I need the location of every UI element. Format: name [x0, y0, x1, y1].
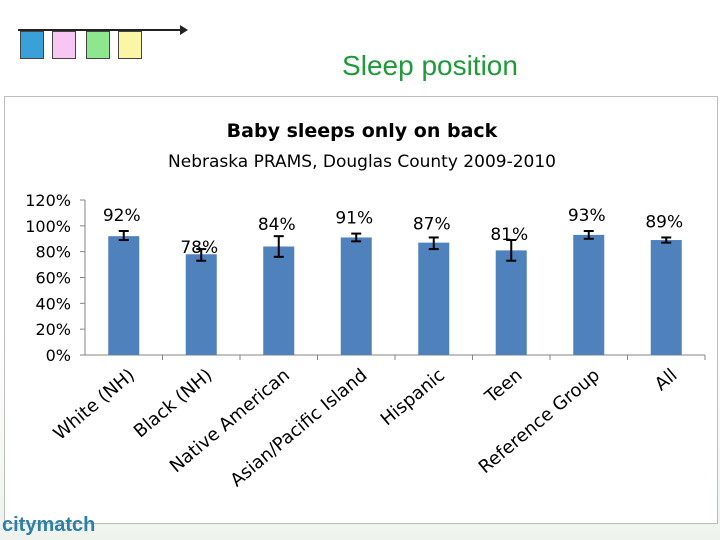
data-label: 91%: [335, 209, 373, 229]
y-tick-label: 0%: [46, 346, 71, 365]
x-tick-label: Hispanic: [377, 365, 449, 430]
chart-title: Baby sleeps only on back: [227, 120, 498, 142]
color-square: [118, 31, 142, 59]
y-tick-label: 100%: [25, 217, 71, 236]
title-decoration: [18, 25, 188, 35]
data-label: 78%: [180, 238, 218, 258]
bar: [495, 250, 527, 355]
citymatch-logo: citymatch: [2, 514, 96, 536]
data-label: 93%: [568, 206, 606, 226]
x-tick-label: All: [651, 365, 682, 395]
y-tick-label: 120%: [25, 191, 71, 210]
data-label: 87%: [413, 214, 451, 234]
y-tick-label: 80%: [35, 243, 71, 262]
bar: [340, 237, 372, 355]
bar: [573, 234, 605, 355]
color-square: [20, 31, 44, 59]
bar-chart: Baby sleeps only on back Nebraska PRAMS, …: [25, 120, 706, 491]
data-label: 92%: [103, 206, 141, 226]
x-tick-label: Teen: [480, 365, 526, 408]
bar: [650, 240, 682, 355]
y-tick-label: 20%: [35, 320, 71, 339]
bar: [108, 236, 140, 355]
color-square: [86, 31, 110, 59]
y-tick-label: 60%: [35, 269, 71, 288]
decoration-arrow-head: [180, 25, 188, 35]
x-tick-label: White (NH): [50, 365, 139, 445]
y-tick-label: 40%: [35, 294, 71, 313]
x-tick-label: Asian/Pacific Island: [226, 365, 371, 491]
color-square: [52, 31, 76, 59]
data-label: 84%: [258, 215, 296, 235]
bar: [418, 242, 450, 355]
chart-panel: Baby sleeps only on back Nebraska PRAMS, …: [4, 96, 718, 524]
data-label: 81%: [490, 225, 528, 245]
chart-subtitle: Nebraska PRAMS, Douglas County 2009-2010: [168, 152, 556, 172]
bar: [263, 246, 295, 355]
data-label: 89%: [645, 212, 683, 232]
slide-title: Sleep position: [342, 50, 518, 81]
bar: [185, 254, 217, 355]
